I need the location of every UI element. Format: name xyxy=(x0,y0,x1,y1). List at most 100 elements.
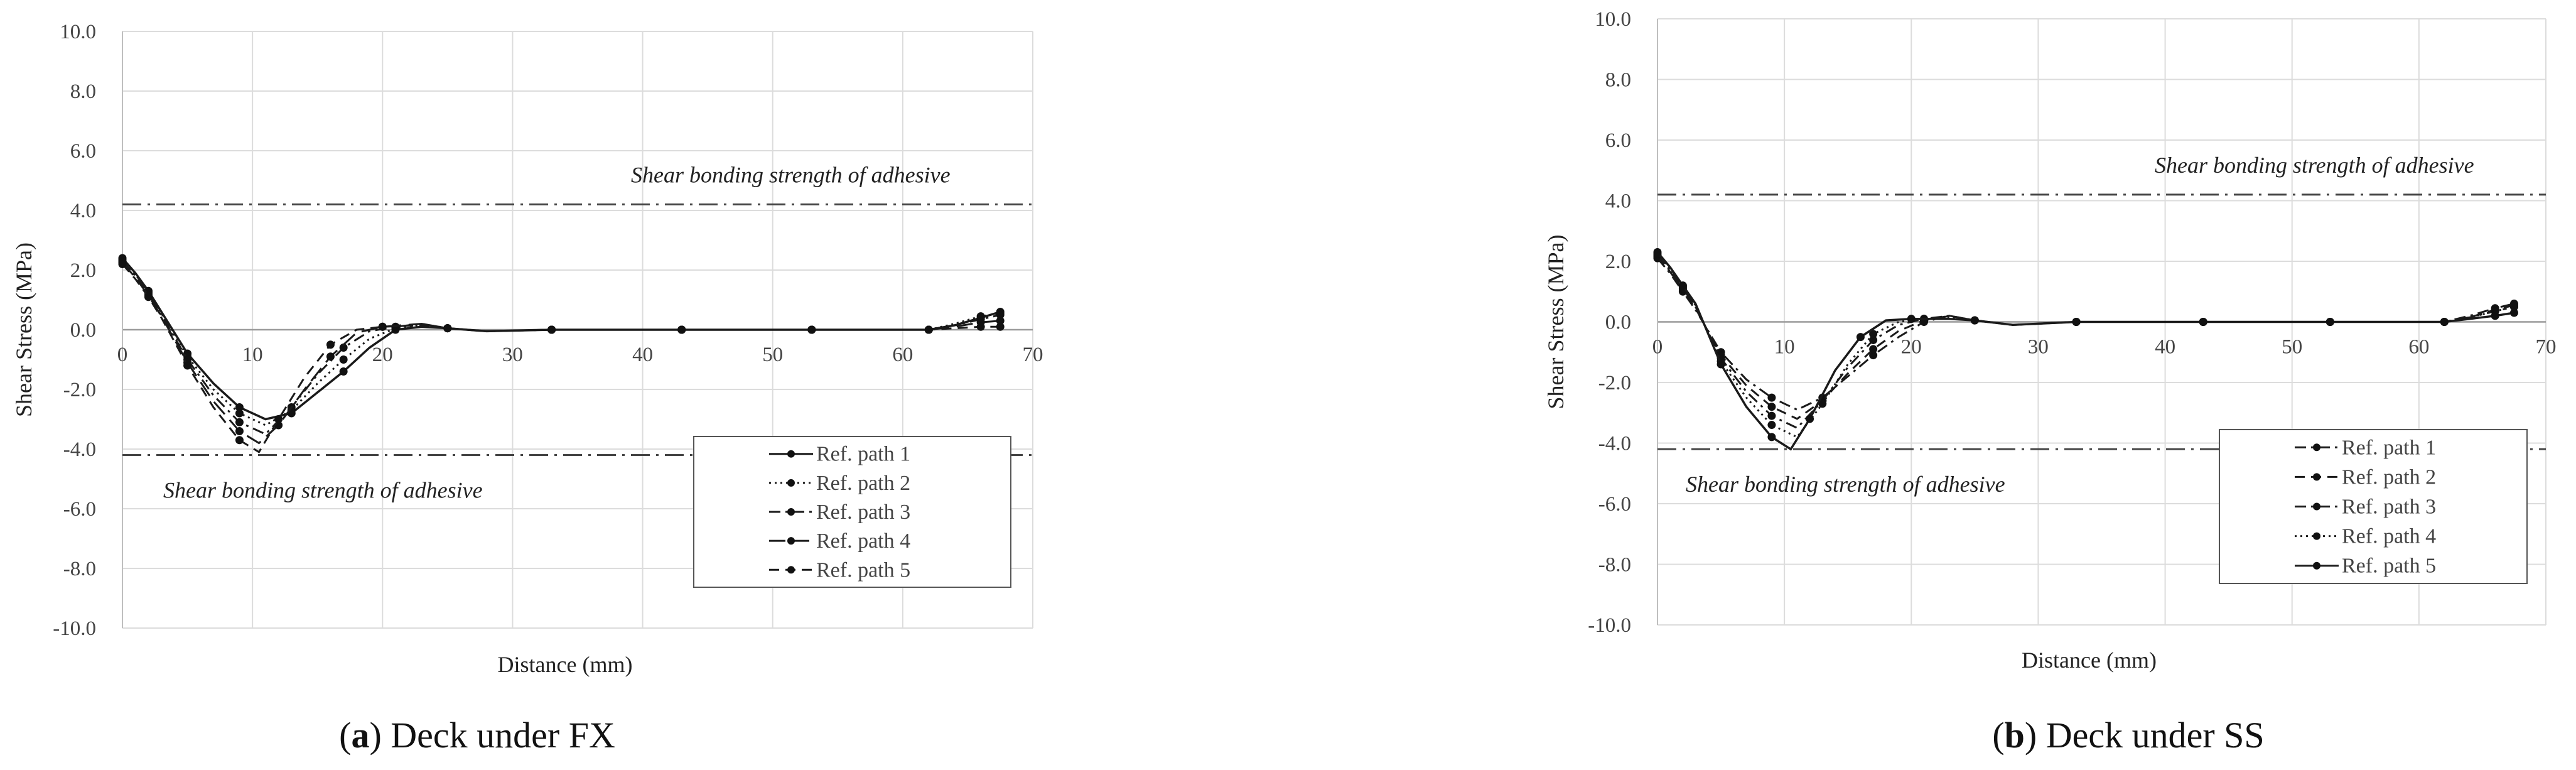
y-tick-label: 6.0 xyxy=(1605,129,1631,152)
data-point xyxy=(1767,403,1776,411)
data-point xyxy=(2491,312,2499,320)
series-line-5 xyxy=(121,263,1001,453)
x-tick-label: 0 xyxy=(1652,336,1663,359)
y-tick-label: 4.0 xyxy=(1605,190,1631,213)
legend-box xyxy=(693,436,1011,588)
caption-text: Deck under FX xyxy=(391,715,615,756)
data-point xyxy=(339,344,348,352)
reference-line-label: Shear bonding strength of adhesive xyxy=(1686,472,2005,497)
y-tick-label: 2.0 xyxy=(70,259,96,282)
y-tick-label: 2.0 xyxy=(1605,251,1631,273)
series-line-1 xyxy=(121,257,1001,421)
legend-label: Ref. path 4 xyxy=(816,529,910,553)
series-line-5 xyxy=(1656,251,2514,451)
data-point xyxy=(326,352,335,361)
data-point xyxy=(2509,308,2518,317)
data-point xyxy=(1869,345,1878,354)
y-axis-title: Shear Stress (MPa) xyxy=(1543,235,1568,409)
data-point xyxy=(2440,318,2449,326)
x-tick-label: 70 xyxy=(1023,344,1043,366)
x-tick-label: 20 xyxy=(372,344,393,366)
data-point xyxy=(1869,330,1878,339)
legend-label: Ref. path 4 xyxy=(2342,525,2436,548)
x-tick-label: 20 xyxy=(1901,336,1922,359)
series-line-2 xyxy=(121,259,1001,426)
caption-paren-close: ) xyxy=(369,715,391,756)
y-tick-label: -4.0 xyxy=(1598,433,1631,455)
legend-marker xyxy=(787,450,795,458)
y-tick-label: 10.0 xyxy=(60,21,96,43)
data-point xyxy=(1856,333,1865,342)
data-point xyxy=(1767,433,1776,442)
caption-paren-open: ( xyxy=(339,715,351,756)
y-tick-label: -8.0 xyxy=(1598,554,1631,577)
legend-label: Ref. path 2 xyxy=(2342,465,2436,489)
legend-label: Ref. path 5 xyxy=(2342,555,2436,578)
x-tick-label: 50 xyxy=(2282,336,2302,359)
legend-marker xyxy=(787,537,795,545)
data-point xyxy=(1806,415,1814,423)
data-point xyxy=(976,322,985,331)
panel-caption: (b) Deck under SS xyxy=(1992,715,2264,756)
data-point xyxy=(378,322,387,331)
data-point xyxy=(235,409,244,418)
legend-marker xyxy=(787,508,795,516)
series-line-1 xyxy=(1656,258,2514,411)
data-point xyxy=(144,293,153,301)
legend-label: Ref. path 3 xyxy=(2342,496,2436,519)
y-tick-label: -6.0 xyxy=(1598,493,1631,516)
data-point xyxy=(2325,318,2334,326)
x-tick-label: 10 xyxy=(1774,336,1795,359)
y-tick-label: 0.0 xyxy=(1605,312,1631,334)
data-point xyxy=(1767,393,1776,402)
legend-label: Ref. path 2 xyxy=(816,472,910,495)
y-tick-label: 10.0 xyxy=(1595,8,1631,31)
caption-letter: b xyxy=(2005,715,2025,756)
legend-label: Ref. path 1 xyxy=(816,443,910,466)
data-point xyxy=(1818,399,1827,408)
legend: Ref. path 1 Ref. path 2 Ref. path 3 Ref. pa… xyxy=(2219,429,2528,584)
y-tick-label: -8.0 xyxy=(63,558,96,580)
data-point xyxy=(996,310,1005,319)
legend-label: Ref. path 5 xyxy=(816,558,910,582)
data-point xyxy=(443,324,452,333)
x-tick-label: 40 xyxy=(632,344,653,366)
chart-panel-b: 10.0 8.0 6.0 4.0 2.0 0.0 -2.0 -4.0 -6.0 -8.0 -10.0… xyxy=(1543,8,2557,756)
caption-paren-open: ( xyxy=(1992,715,2004,756)
y-tick-label: -6.0 xyxy=(63,498,96,521)
data-point xyxy=(326,340,335,349)
legend-label: Ref. path 1 xyxy=(2342,436,2436,459)
data-point xyxy=(183,361,192,370)
data-point xyxy=(339,355,348,364)
reference-line-label: Shear bonding strength of adhesive xyxy=(2155,153,2474,178)
caption-paren-close: ) xyxy=(2025,715,2046,756)
y-axis-title: Shear Stress (MPa) xyxy=(11,242,36,417)
reference-line-label: Shear bonding strength of adhesive xyxy=(631,163,951,188)
data-point xyxy=(1767,421,1776,430)
y-tick-label: -2.0 xyxy=(63,379,96,401)
chart-panel-a: 10.0 8.0 6.0 4.0 2.0 0.0 -2.0 -4.0 -6.0 -8.0 -10.0… xyxy=(11,21,1043,756)
data-point xyxy=(677,325,686,334)
data-point xyxy=(235,403,244,411)
y-tick-label: -10.0 xyxy=(53,617,96,640)
data-point xyxy=(1907,315,1916,323)
y-tick-label: 8.0 xyxy=(70,80,96,103)
legend-marker xyxy=(2313,561,2320,570)
data-point xyxy=(996,322,1005,331)
data-point xyxy=(1869,351,1878,360)
data-point xyxy=(235,418,244,426)
legend-marker xyxy=(2313,473,2320,481)
x-tick-label: 40 xyxy=(2155,336,2175,359)
data-point xyxy=(118,260,127,268)
data-point xyxy=(235,427,244,435)
reference-line-label: Shear bonding strength of adhesive xyxy=(163,478,483,503)
legend-box xyxy=(2219,429,2528,584)
legend-marker xyxy=(2313,443,2320,452)
x-tick-label: 50 xyxy=(762,344,783,366)
data-point xyxy=(274,415,283,423)
x-tick-label: 60 xyxy=(892,344,913,366)
y-tick-label: 4.0 xyxy=(70,200,96,222)
x-axis-title: Distance (mm) xyxy=(2022,648,2157,673)
x-tick-label: 30 xyxy=(502,344,523,366)
